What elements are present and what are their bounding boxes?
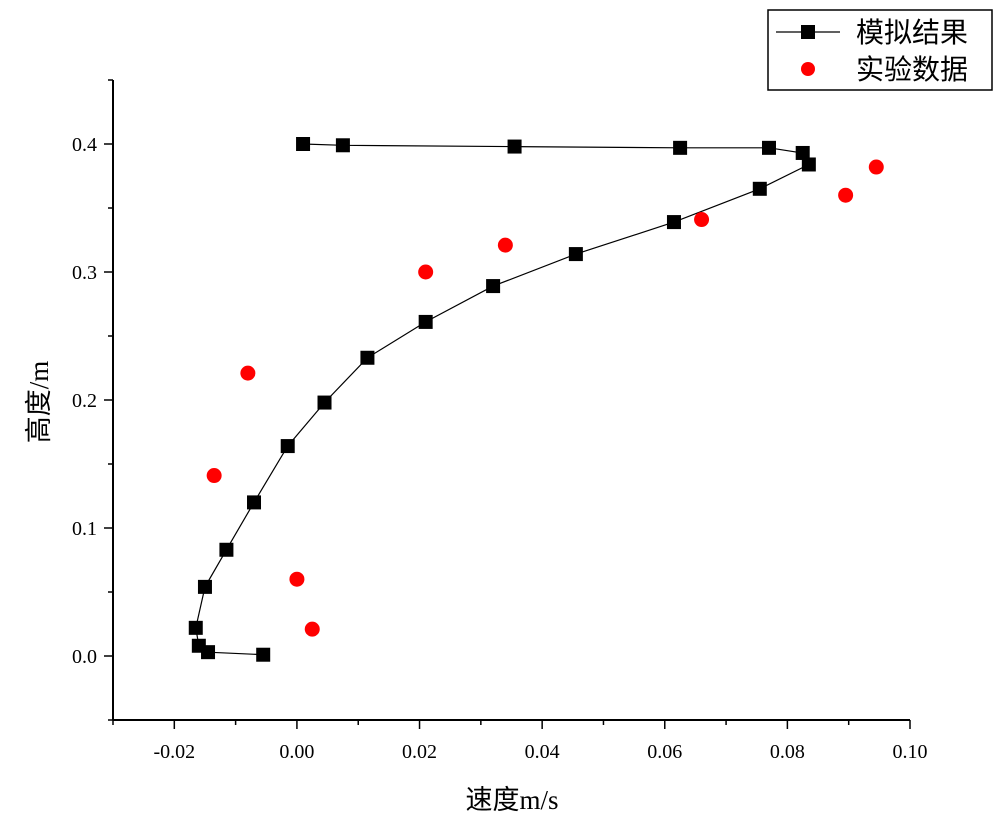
simulation-point	[801, 157, 816, 172]
x-tick-label: 0.08	[770, 741, 805, 763]
simulation-point	[795, 145, 810, 160]
simulation-point	[568, 247, 583, 262]
simulation-point	[201, 645, 216, 660]
y-axis-title: 高度/m	[24, 361, 54, 444]
simulation-point	[507, 139, 522, 154]
simulation-series-line	[195, 143, 810, 656]
simulation-point	[752, 181, 767, 196]
experiment-point	[304, 621, 320, 637]
legend-circle-marker	[801, 62, 815, 76]
experiment-point	[418, 264, 434, 280]
simulation-point	[188, 620, 203, 635]
axes: -0.02 0.00 0.02 0.04 0.06 0.08 0.10 0.0 0.1 0.2 0.…	[72, 79, 928, 763]
experiment-point	[497, 237, 513, 253]
simulation-point	[418, 314, 433, 329]
y-tick-label: 0.1	[72, 518, 97, 540]
simulation-point	[335, 138, 350, 153]
x-tick-label: 0.06	[647, 741, 682, 763]
simulation-point	[666, 215, 681, 230]
legend-label-simulation: 模拟结果	[856, 17, 968, 49]
experiment-point	[868, 159, 884, 175]
simulation-point	[219, 542, 234, 557]
simulation-point	[280, 439, 295, 454]
experiment-point	[289, 571, 305, 587]
x-tick-label: 0.04	[525, 741, 560, 763]
x-tick-label: 0.00	[279, 741, 314, 763]
y-tick-label: 0.4	[72, 134, 97, 156]
simulation-point	[486, 279, 501, 294]
simulation-point	[256, 647, 271, 662]
x-axis-title: 速度m/s	[465, 785, 558, 815]
simulation-point	[197, 579, 212, 594]
legend: 模拟结果 实验数据	[767, 9, 993, 91]
simulation-point	[296, 137, 311, 151]
x-tick-label: -0.02	[153, 741, 195, 763]
x-tick-label: 0.02	[402, 741, 437, 763]
simulation-point	[673, 140, 688, 155]
legend-square-marker	[801, 25, 815, 39]
legend-label-experiment: 实验数据	[856, 54, 968, 86]
simulation-point	[761, 140, 776, 155]
experiment-point	[240, 365, 256, 381]
simulation-point	[317, 395, 332, 410]
experiment-point	[838, 187, 854, 203]
legend-box	[767, 9, 993, 91]
experiment-point	[206, 468, 222, 484]
y-tick-label: 0.2	[72, 390, 97, 412]
plot-area	[188, 137, 884, 662]
simulation-point	[360, 350, 375, 365]
simulation-point	[247, 495, 262, 510]
y-tick-label: 0.3	[72, 262, 97, 284]
x-tick-label: 0.10	[893, 741, 928, 763]
y-tick-label: 0.0	[72, 646, 97, 668]
experiment-point	[694, 212, 710, 228]
